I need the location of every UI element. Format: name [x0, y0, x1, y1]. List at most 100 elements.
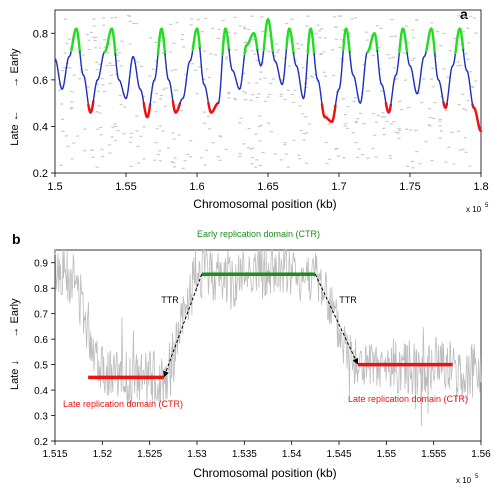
x-tick-label: 1.55	[377, 449, 397, 460]
background-dot	[378, 68, 382, 70]
background-dot	[103, 39, 107, 41]
series-segment	[462, 48, 465, 57]
background-dot	[221, 19, 225, 22]
background-dot	[175, 89, 179, 91]
series-segment	[397, 58, 400, 67]
background-dot	[134, 23, 138, 25]
background-dot	[324, 75, 328, 77]
background-dot	[96, 90, 100, 92]
early-domain-label: Early replication domain (CTR)	[197, 229, 320, 239]
background-dot	[105, 65, 109, 67]
background-dot	[112, 64, 116, 66]
panel-b-y-label-early: → Early	[9, 298, 21, 338]
series-segment	[135, 72, 139, 79]
background-dot	[370, 48, 373, 50]
background-dot	[148, 75, 152, 77]
background-dot	[258, 78, 262, 80]
background-dot	[66, 67, 70, 69]
background-dot	[249, 148, 253, 150]
background-dot	[279, 79, 283, 81]
background-dot	[87, 39, 91, 41]
background-dot	[302, 139, 306, 141]
series-segment	[241, 73, 244, 81]
background-dot	[106, 52, 110, 54]
series-segment	[419, 74, 422, 82]
panel-b-x-ticks: 1.515 1.52 1.525 1.53 1.535 1.54 1.545 1.55 1.55…	[42, 441, 491, 460]
background-dot	[428, 108, 431, 110]
series-segment	[364, 56, 367, 64]
background-dot	[170, 70, 174, 72]
background-dot	[471, 86, 475, 88]
background-dot	[283, 144, 287, 146]
background-dot	[406, 42, 410, 44]
background-dot	[267, 93, 271, 95]
background-dot	[66, 145, 70, 147]
series-segment	[185, 73, 188, 81]
background-dot	[259, 71, 263, 73]
background-dot	[189, 24, 193, 26]
background-dot	[356, 118, 360, 120]
series-segment	[99, 65, 102, 71]
background-dot	[84, 69, 88, 71]
background-dot	[444, 109, 448, 111]
background-dot	[405, 128, 408, 130]
background-dot	[204, 17, 208, 19]
background-dot	[351, 132, 355, 134]
background-dot	[434, 55, 438, 57]
background-dot	[322, 71, 326, 73]
ttr-arrow-head	[163, 370, 169, 378]
series-segment	[363, 61, 366, 71]
background-dot	[227, 31, 231, 33]
background-dot	[418, 163, 422, 165]
background-dot	[371, 147, 375, 150]
background-dot	[95, 111, 99, 113]
background-dot	[234, 32, 237, 34]
panel-a-label: a	[460, 6, 468, 22]
background-dot	[254, 166, 258, 168]
background-dot	[334, 148, 338, 150]
background-dot	[431, 67, 435, 69]
series-segment	[340, 67, 343, 78]
series-segment	[449, 69, 452, 76]
background-dot	[70, 101, 74, 103]
background-dot	[203, 122, 206, 124]
background-dot	[115, 73, 119, 75]
series-segment	[149, 97, 152, 105]
background-dot	[279, 159, 283, 161]
background-dot	[128, 20, 132, 22]
background-dot	[255, 159, 259, 161]
background-dot	[68, 38, 72, 40]
background-dot	[412, 57, 416, 59]
background-dot	[243, 42, 247, 44]
x-tick-label: 1.535	[232, 449, 257, 460]
series-segment	[378, 73, 381, 81]
background-dot	[250, 50, 254, 52]
x-tick-label: 1.55	[115, 181, 136, 193]
background-dot	[318, 30, 322, 32]
series-segment	[91, 99, 95, 107]
background-dot	[202, 111, 206, 113]
series-segment	[412, 79, 415, 85]
series-segment	[219, 76, 222, 89]
series-segment	[449, 73, 452, 82]
background-dot	[172, 166, 176, 168]
background-dot	[275, 43, 279, 45]
ttr-arrow-head	[352, 357, 359, 365]
background-dot	[410, 59, 414, 61]
series-segment	[342, 39, 346, 51]
series-segment	[79, 51, 82, 60]
series-segment	[312, 45, 316, 56]
series-segment	[283, 64, 286, 74]
series-segment	[305, 62, 308, 76]
series-segment	[92, 95, 95, 102]
background-dot	[114, 139, 118, 142]
series-segment	[129, 64, 132, 72]
background-dot	[283, 98, 287, 101]
background-dot	[258, 140, 262, 142]
background-dot	[353, 97, 357, 99]
background-dot	[136, 61, 140, 63]
background-dot	[249, 99, 253, 101]
panel-b-x-multiplier-exp: 5	[475, 474, 479, 480]
background-dot	[65, 135, 68, 137]
